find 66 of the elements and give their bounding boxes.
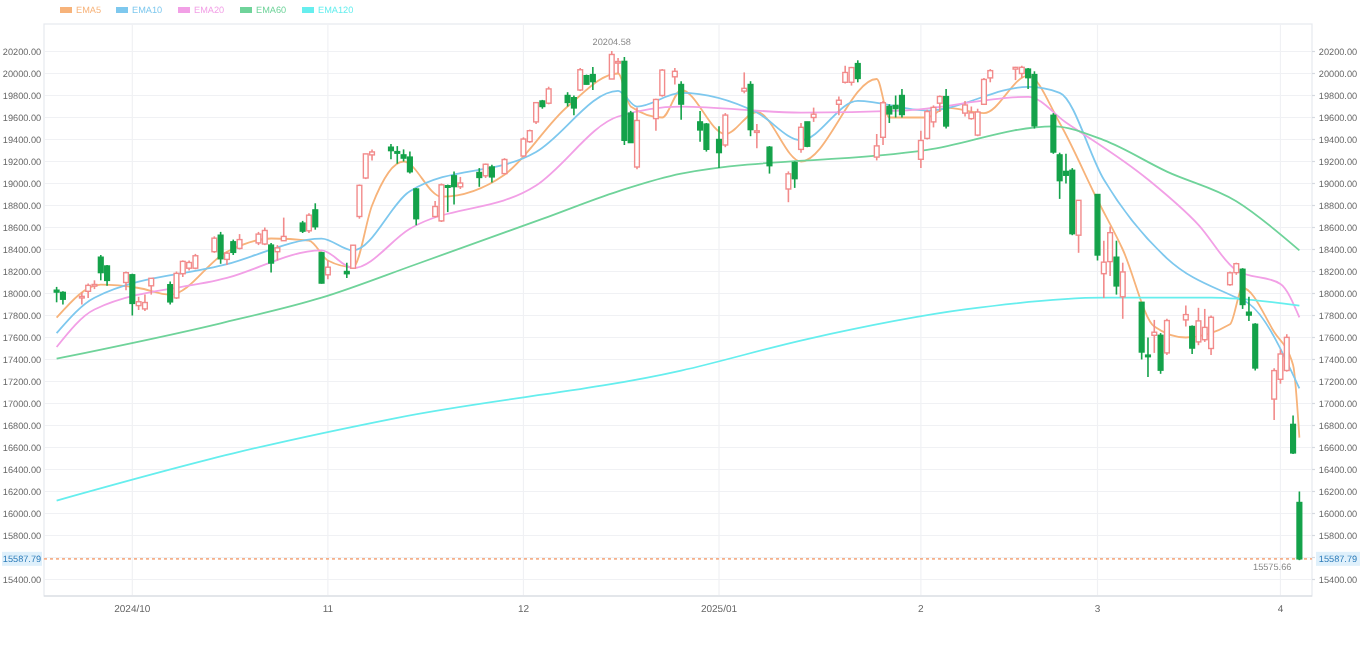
candlestick (1050, 112, 1057, 155)
candlestick (1151, 319, 1158, 354)
candlestick (766, 145, 773, 175)
candlestick (1157, 332, 1164, 375)
candlestick (343, 261, 350, 279)
candlestick (835, 95, 842, 117)
candlestick (532, 101, 540, 125)
candlestick (715, 125, 723, 169)
candlestick (1290, 414, 1297, 455)
candlestick (892, 94, 899, 119)
candlestick (324, 259, 331, 280)
candlestick (1163, 318, 1170, 356)
candlestick (678, 80, 685, 121)
candlestick (722, 112, 729, 148)
candlestick (167, 280, 174, 306)
candlestick (608, 50, 615, 80)
candlestick (615, 57, 622, 75)
candlestick (652, 98, 659, 132)
candlestick (570, 94, 577, 117)
candlestick (129, 272, 136, 317)
candlestick (747, 80, 754, 137)
line-series (55, 86, 1301, 390)
candlestick (785, 170, 792, 203)
candlestick (413, 187, 420, 227)
candlestick (980, 77, 988, 106)
candlestick (476, 167, 483, 188)
candlestick (1056, 151, 1063, 200)
candlestick (659, 68, 666, 98)
candlestick (898, 88, 906, 119)
candlestick (362, 153, 369, 180)
candlestick (406, 150, 413, 175)
candlestick (804, 121, 811, 148)
candlestick (1113, 239, 1120, 296)
candlestick (1201, 308, 1208, 343)
candlestick (886, 103, 893, 124)
candlestick (1252, 322, 1259, 372)
candlestick (791, 160, 798, 189)
candlestick (974, 107, 981, 137)
candlestick (1208, 314, 1215, 356)
candlestick (78, 291, 85, 306)
candlestick (1075, 199, 1082, 254)
candlestick (312, 202, 319, 231)
candlestick (356, 183, 363, 220)
candlestick (350, 244, 357, 269)
candlestick (97, 254, 104, 282)
candlestick (268, 242, 275, 274)
candlestick (1119, 261, 1126, 320)
candlestick (741, 71, 748, 95)
candlestick (450, 170, 458, 206)
candlestick (633, 106, 641, 170)
candlestick (305, 212, 313, 234)
line-series (55, 296, 1301, 502)
candlestick (854, 59, 861, 84)
candlestick (1189, 324, 1196, 355)
candlestick (1195, 307, 1202, 346)
candlestick (1182, 304, 1189, 328)
candlestick (217, 231, 224, 265)
candlestick (318, 250, 325, 285)
candlestick (589, 66, 596, 91)
candlestick (280, 216, 287, 242)
candlestick (797, 122, 805, 154)
candlestick (697, 110, 704, 143)
candlestick (753, 123, 760, 150)
line-series (55, 125, 1301, 360)
candlestick (943, 88, 950, 130)
candlestick (394, 145, 401, 165)
